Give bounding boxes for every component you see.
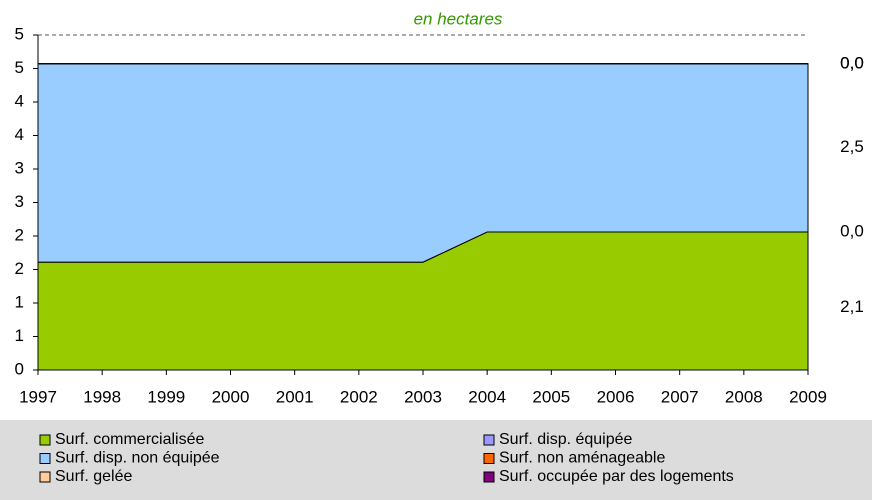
y-tick-label: 5: [15, 58, 24, 77]
x-tick-label: 2008: [725, 387, 763, 406]
legend-label: Surf. non aménageable: [499, 450, 665, 467]
chart-subtitle: en hectares: [414, 9, 503, 28]
legend-swatch: [483, 434, 495, 446]
right-label: 0,0: [840, 221, 864, 240]
legend-label: Surf. occupée par des logements: [499, 468, 734, 485]
x-tick-label: 2002: [340, 387, 378, 406]
legend-label: Surf. disp. équipée: [499, 431, 633, 448]
right-label: 2,1: [840, 297, 864, 316]
legend-swatch: [39, 453, 51, 464]
right-label: 0,0: [840, 53, 864, 72]
x-tick-label: 1997: [19, 387, 57, 406]
area: [37, 63, 809, 263]
x-tick-label: 1999: [147, 387, 185, 406]
legend-label: Surf. gelée: [55, 468, 132, 485]
x-tick-label: 2007: [661, 387, 699, 406]
legend-swatch: [483, 471, 495, 483]
x-tick-label: 2006: [597, 387, 635, 406]
x-tick-label: 2003: [404, 387, 442, 406]
legend-label: Surf. disp. non équipée: [55, 450, 220, 467]
y-tick-label: 1: [15, 292, 24, 311]
x-tick-label: 2005: [532, 387, 570, 406]
right-label: 2,5: [840, 137, 864, 156]
y-tick-label: 1: [15, 326, 24, 345]
y-tick-label: 4: [15, 125, 24, 144]
x-tick-label: 2000: [212, 387, 250, 406]
x-tick-label: 2004: [468, 387, 506, 406]
y-tick-label: 3: [15, 192, 24, 211]
y-tick-label: 3: [15, 158, 24, 177]
legend-swatch: [483, 453, 495, 464]
x-tick-label: 2001: [276, 387, 314, 406]
y-tick-label: 2: [15, 259, 24, 278]
right-label: 0,0: [840, 53, 864, 72]
legend-background: [0, 420, 872, 500]
legend-label: Surf. commercialisée: [55, 431, 204, 448]
legend-swatch: [39, 471, 51, 483]
y-tick-label: 2: [15, 225, 24, 244]
y-tick-label: 4: [15, 91, 24, 110]
x-tick-label: 1998: [83, 387, 121, 406]
y-tick-label: 0: [15, 359, 24, 378]
x-tick-label: 2009: [789, 387, 827, 406]
legend-swatch: [39, 434, 51, 446]
y-tick-label: 5: [15, 24, 24, 43]
